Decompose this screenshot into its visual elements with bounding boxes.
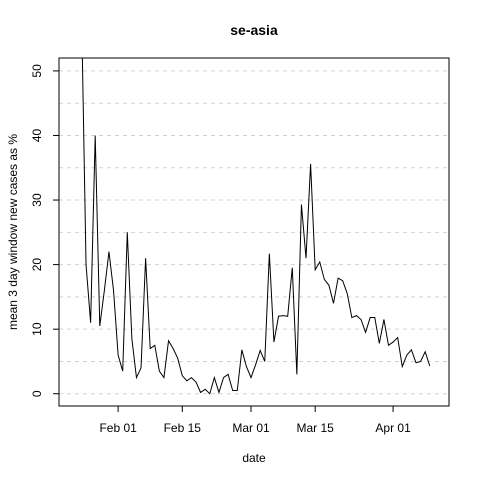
y-tick-label: 50 bbox=[30, 64, 44, 78]
y-axis-label: mean 3 day window new cases as % bbox=[6, 134, 20, 330]
data-line bbox=[81, 58, 431, 395]
x-tick-label: Feb 01 bbox=[99, 421, 137, 435]
plot-border bbox=[58, 57, 450, 407]
y-tick-label: 40 bbox=[30, 128, 44, 142]
x-tick-label: Feb 15 bbox=[164, 421, 202, 435]
y-tick-label: 20 bbox=[30, 258, 44, 272]
chart-title: se-asia bbox=[230, 22, 278, 38]
y-tick-label: 0 bbox=[30, 390, 44, 397]
y-tick-label: 10 bbox=[30, 322, 44, 336]
y-tick-label: 30 bbox=[30, 193, 44, 207]
x-tick-label: Mar 15 bbox=[297, 421, 335, 435]
x-tick-label: Apr 01 bbox=[375, 421, 411, 435]
x-tick-label: Mar 01 bbox=[232, 421, 270, 435]
plot-area bbox=[81, 58, 431, 395]
x-axis-label: date bbox=[242, 451, 266, 465]
